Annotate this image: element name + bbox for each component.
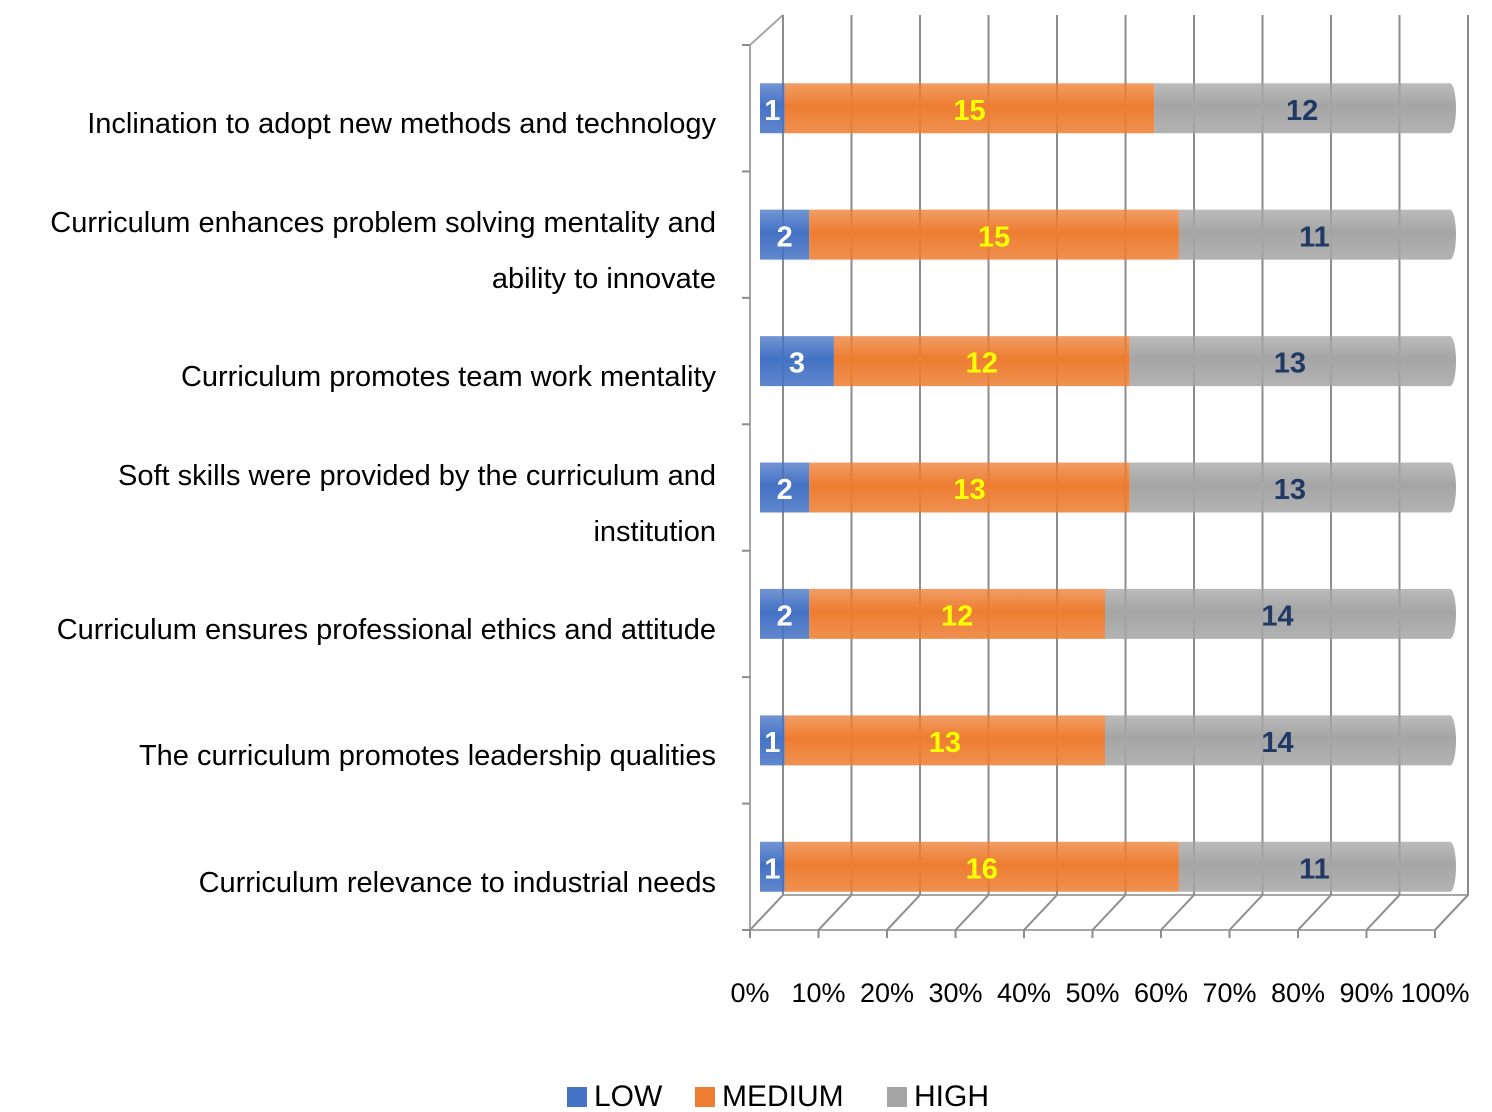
data-label: 1 (764, 853, 780, 885)
grid-line-floor (749, 894, 784, 931)
bar-segment (1154, 83, 1456, 134)
bar-segment (809, 209, 1179, 260)
bar-segment (1105, 715, 1456, 766)
y-tick-label: Curriculum enhances problem solving ment… (50, 206, 716, 295)
side-wall-edge (749, 14, 784, 46)
legend-label: MEDIUM (722, 1080, 844, 1112)
data-label: 14 (1261, 601, 1293, 633)
y-tick-label: Soft skills were provided by the curricu… (118, 459, 716, 548)
bar-segment (760, 462, 810, 513)
data-label: 13 (1274, 348, 1306, 380)
grid-line-floor (817, 894, 853, 931)
data-label: 12 (941, 601, 973, 633)
x-tick-label: 80% (1271, 978, 1325, 1008)
x-tick-label: 70% (1202, 978, 1256, 1008)
bar-segment (784, 841, 1179, 892)
data-label: 12 (1286, 95, 1318, 127)
bar-segment (760, 715, 785, 766)
grid-line-floor (1297, 894, 1332, 931)
legend-swatch (887, 1087, 907, 1107)
x-tick-label: 0% (730, 978, 769, 1008)
data-label: 13 (953, 474, 985, 506)
x-tick-label: 50% (1065, 978, 1119, 1008)
data-label: 11 (1299, 221, 1330, 253)
data-label: 11 (1299, 853, 1330, 885)
bar-segment (760, 83, 785, 134)
bar-segment (1178, 209, 1456, 260)
grid-line-floor (886, 894, 921, 931)
bar-segment (760, 336, 834, 387)
bar-segment (760, 588, 810, 639)
bar-segment (784, 83, 1155, 134)
data-label: 1 (764, 727, 780, 759)
bar-segment (809, 588, 1105, 639)
x-tick-label: 20% (860, 978, 914, 1008)
bar-segment (1105, 588, 1456, 639)
bar-segment (809, 462, 1130, 513)
y-tick-label: Curriculum relevance to industrial needs (198, 866, 716, 899)
y-tick-label: Curriculum promotes team work mentality (180, 361, 716, 394)
data-label: 13 (1274, 474, 1306, 506)
data-label: 1 (764, 95, 780, 127)
bar-segment (1129, 462, 1456, 513)
grid-line-floor (1228, 894, 1264, 931)
data-label: 16 (966, 853, 998, 885)
grid-line-floor (1091, 894, 1127, 931)
data-label: 13 (929, 727, 961, 759)
y-tick-label: The curriculum promotes leadership quali… (138, 740, 716, 773)
bar-segment (1129, 336, 1456, 387)
bar-segment (833, 336, 1130, 387)
data-label: 15 (953, 95, 985, 127)
data-label: 3 (789, 348, 805, 380)
data-label: 12 (966, 348, 998, 380)
x-tick-label: 90% (1339, 978, 1393, 1008)
legend-swatch (695, 1087, 715, 1107)
bar-segment (784, 715, 1105, 766)
x-tick-label: 40% (997, 978, 1051, 1008)
x-tick-label: 60% (1134, 978, 1188, 1008)
legend-label: LOW (594, 1080, 663, 1112)
x-tick-label: 30% (928, 978, 982, 1008)
grid-line-floor (1434, 894, 1469, 931)
data-label: 15 (978, 221, 1010, 253)
data-label: 2 (777, 601, 793, 633)
legend-label: HIGH (914, 1080, 989, 1112)
data-label: 2 (777, 474, 793, 506)
data-label: 2 (777, 221, 793, 253)
x-tick-label: 100% (1400, 978, 1469, 1008)
bar-segment (760, 841, 785, 892)
bar-segment (760, 209, 810, 260)
y-tick-label: Curriculum ensures professional ethics a… (56, 613, 716, 646)
data-label: 14 (1261, 727, 1293, 759)
grid-line-floor (954, 894, 990, 931)
grid-line-floor (1160, 894, 1195, 931)
grid-line-floor (1365, 894, 1401, 931)
grid-line-floor (1023, 894, 1058, 931)
x-tick-label: 10% (791, 978, 845, 1008)
bar-segment (1178, 841, 1456, 892)
legend-swatch (567, 1087, 587, 1107)
y-tick-label: Inclination to adopt new methods and tec… (87, 108, 716, 141)
